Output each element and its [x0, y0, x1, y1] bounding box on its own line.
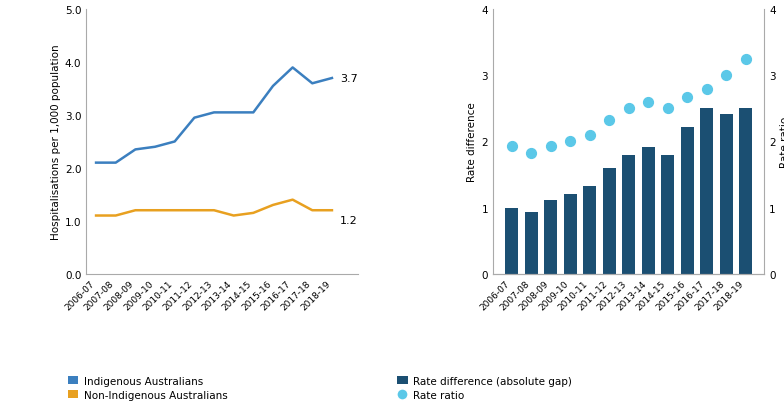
Bar [622, 155, 635, 274]
Bar [564, 195, 576, 274]
Text: 3.7: 3.7 [340, 74, 358, 84]
Bar [642, 147, 655, 274]
Point [622, 106, 635, 112]
Legend: Rate difference (absolute gap), Rate ratio: Rate difference (absolute gap), Rate rat… [397, 375, 572, 400]
Legend: Indigenous Australians, Non-Indigenous Australians: Indigenous Australians, Non-Indigenous A… [68, 375, 227, 400]
Y-axis label: Rate difference: Rate difference [467, 102, 477, 182]
Bar [700, 109, 713, 274]
Text: 1.2: 1.2 [340, 216, 358, 225]
Bar [720, 115, 732, 274]
Point [739, 56, 752, 63]
Bar [506, 208, 518, 274]
Bar [662, 155, 674, 274]
Point [506, 144, 518, 150]
Y-axis label: Hospitalisations per 1,000 population: Hospitalisations per 1,000 population [51, 45, 60, 240]
Bar [525, 213, 538, 274]
Bar [583, 187, 596, 274]
Point [603, 117, 615, 124]
Bar [681, 128, 694, 274]
Point [545, 144, 557, 150]
Bar [603, 169, 615, 274]
Point [681, 94, 694, 101]
Bar [739, 109, 752, 274]
Bar [544, 200, 557, 274]
Point [564, 139, 576, 145]
Point [700, 86, 713, 92]
Point [525, 150, 538, 157]
Point [662, 106, 674, 112]
Point [642, 99, 655, 106]
Y-axis label: Rate ratio: Rate ratio [780, 117, 784, 168]
Point [720, 73, 732, 79]
Point [583, 132, 596, 139]
